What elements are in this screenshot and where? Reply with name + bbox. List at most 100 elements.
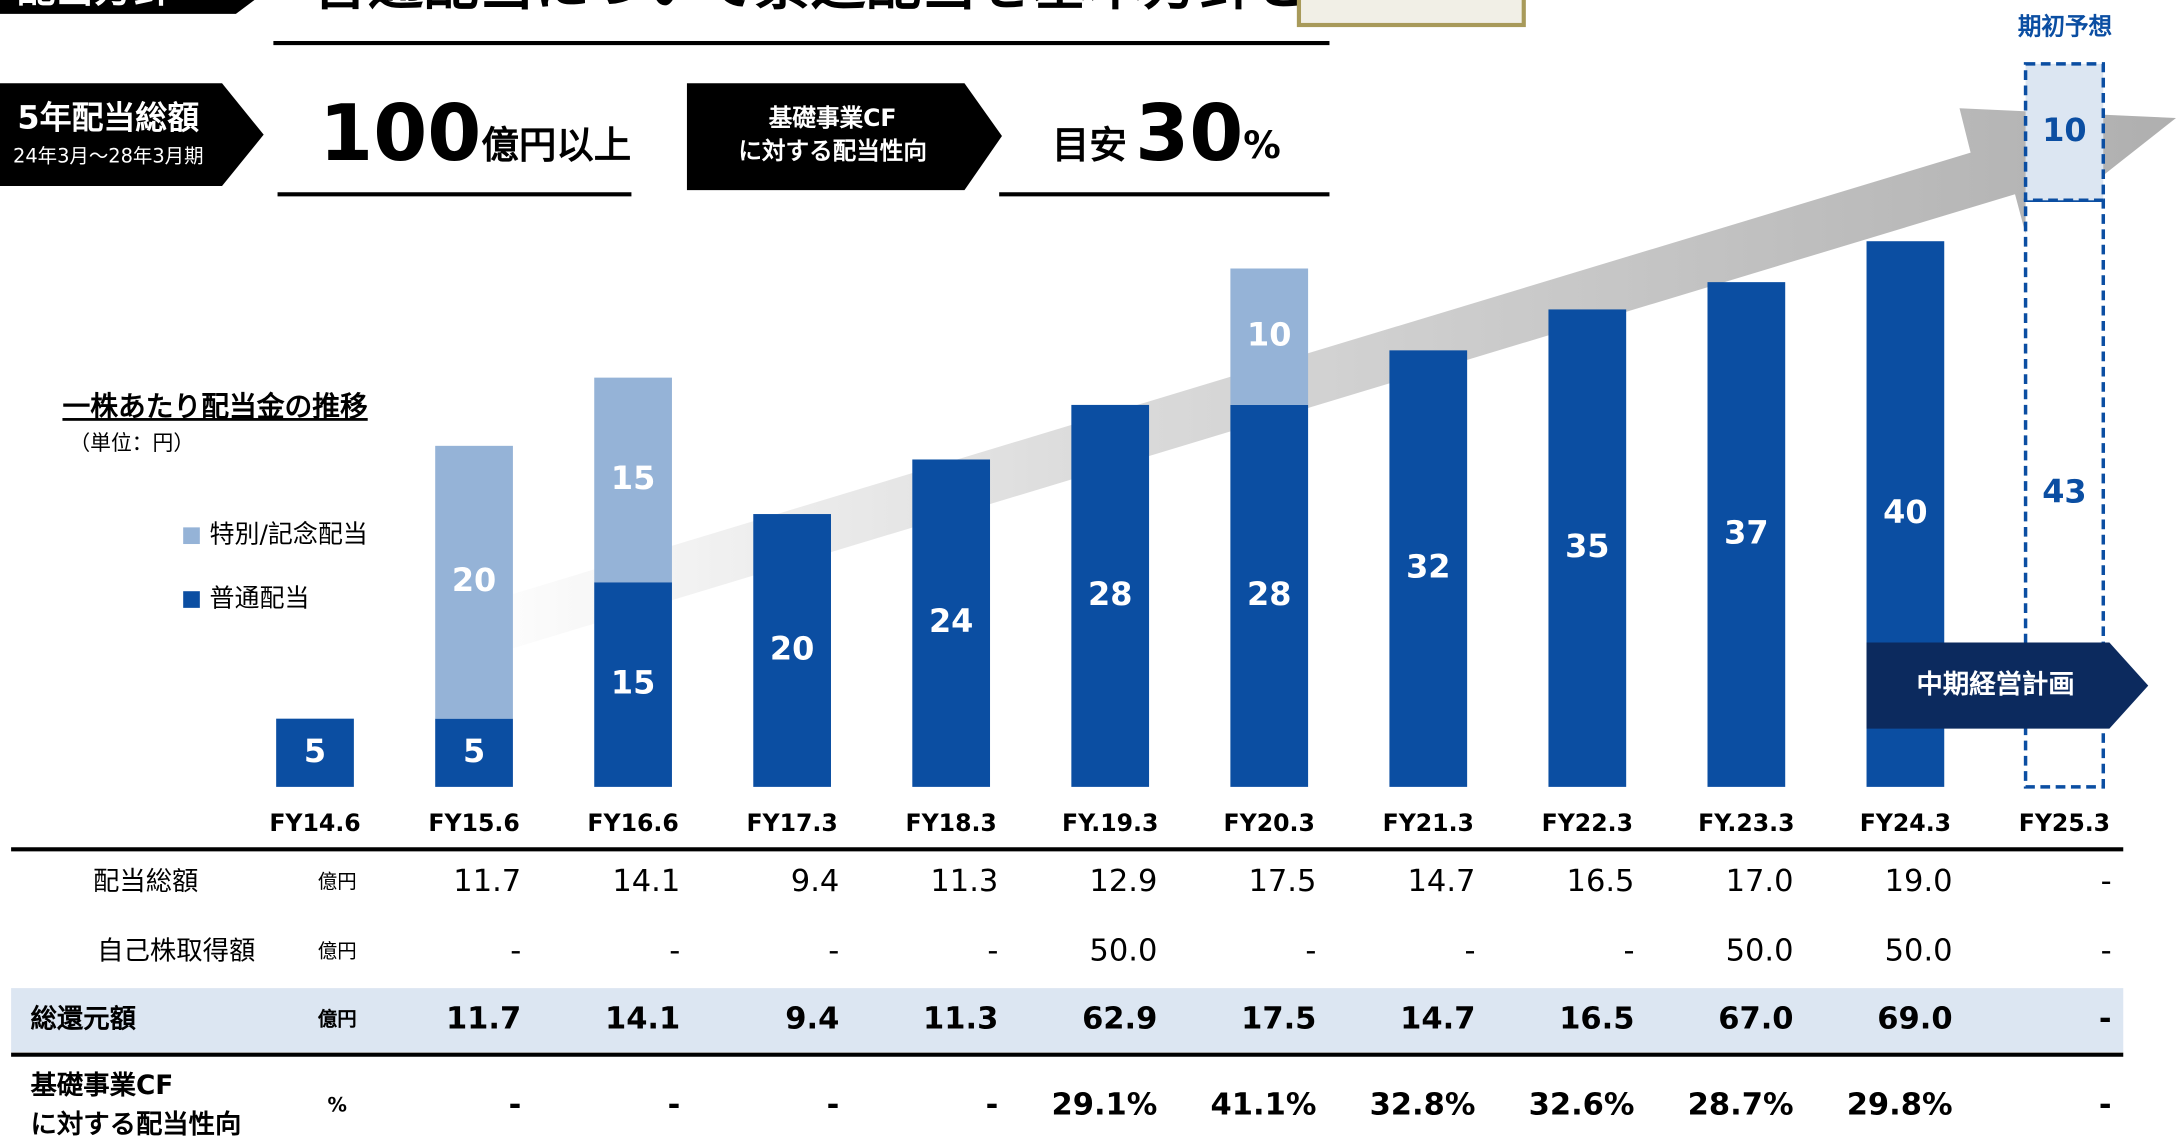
chart-subtitle: （単位：円） [69,431,194,455]
policy-title: 普通配当について累進配当を基本方針とする [312,0,1419,18]
payout-box [686,83,1002,191]
cell: 41.1% [1211,1088,1317,1123]
bar [435,718,513,787]
bar-label: 24 [929,602,973,640]
section-box [0,0,255,14]
plan-label: 中期経営計画 [1917,669,2075,700]
cell: 14.7 [1408,864,1476,899]
bar-label: 5 [304,732,326,770]
cell: - [2101,934,2112,969]
cell: 32.6% [1529,1088,1635,1123]
bar [1707,282,1786,787]
x-tick-label: FY.23.3 [1698,809,1794,837]
cell: - [2099,1002,2112,1037]
bar-label: 28 [1247,575,1291,613]
row-unit: 億円 [318,1008,357,1031]
total-unit: 億円以上 [481,123,631,167]
badge [1296,0,1526,28]
total-period: 24年3月～28年3月期 [13,144,204,167]
x-tick-label: FY21.3 [1383,809,1474,837]
bar [1548,309,1627,787]
bar [912,459,991,787]
x-tick-label: FY20.3 [1224,809,1315,837]
row-unit: % [327,1094,346,1117]
cell: 17.5 [1241,1002,1316,1037]
cell: - [2099,1088,2112,1123]
bar-label: 10 [1247,316,1291,354]
row-label: に対する配当性向 [31,1109,242,1140]
bar-label: 10 [2042,111,2086,149]
row-unit: 億円 [318,940,357,963]
cell: - [986,1088,999,1123]
cell: 11.3 [930,864,998,899]
total-label: 5年配当総額 [17,98,199,136]
trend-arrow [457,108,2176,653]
total-value: 100 [319,89,481,179]
payout-label: に対する配当性向 [738,137,927,165]
x-tick-label: FY.19.3 [1062,809,1158,837]
cell: 69.0 [1877,1002,1952,1037]
cell: - [2101,864,2112,899]
bar [594,582,672,787]
x-tick-label: FY22.3 [1542,809,1633,837]
payout-prefix: 目安 [1052,123,1127,167]
total-row-bg [11,988,2124,1052]
row-label: 総還元額 [31,1004,137,1035]
bars: 5 5 20 15 15 20 24 28 28 10 32 35 37 40 43 10 [276,62,2106,789]
plan-arrow [1866,642,2149,729]
cell: 19.0 [1885,864,1953,899]
bar [1071,404,1150,787]
cell: 14.1 [612,864,680,899]
x-tick-label: FY14.6 [269,809,360,837]
cell: - [827,1088,840,1123]
cell: - [987,934,998,969]
legend-swatch [183,591,200,608]
cell: 11.3 [923,1002,998,1037]
bar-label: 32 [1406,548,1450,586]
bar-label: 15 [611,664,655,702]
legend-label: 特別/記念配当 [210,520,368,549]
cell: 17.5 [1248,864,1316,899]
cell: 28.7% [1688,1088,1794,1123]
payout-label: 基礎事業CF [769,104,897,132]
bar [1389,350,1468,787]
section-title: 配当方針 [17,0,172,12]
bar-label: 15 [611,459,655,497]
cell: 11.7 [446,1002,521,1037]
bar-label: 20 [452,561,496,599]
cell: 67.0 [1718,1002,1793,1037]
payout-value-text: 目安 30% [1052,89,1281,179]
legend-label: 普通配当 [210,584,310,613]
cell: 50.0 [1885,934,1953,969]
cell: 32.8% [1370,1088,1476,1123]
bar [1230,268,1309,405]
bar-label: 35 [1565,527,1609,565]
cell: - [509,1088,522,1123]
forecast-label: 期初予想 [2018,12,2113,40]
x-tick-label: FY15.6 [428,809,519,837]
bar [753,514,831,787]
total-value-text: 100億円以上 [319,89,631,179]
cell: 62.9 [1082,1002,1157,1037]
x-tick-label: FY18.3 [905,809,996,837]
bar-label: 43 [2042,473,2086,511]
row-unit: 億円 [318,870,357,893]
x-tick-label: FY17.3 [746,809,837,837]
bar-label: 40 [1883,493,1927,531]
cell: - [668,1088,681,1123]
x-tick-label: FY24.3 [1860,809,1951,837]
payout-unit: % [1243,123,1281,167]
cell: 29.1% [1052,1088,1158,1123]
x-tick-label: FY16.6 [587,809,678,837]
cell: 12.9 [1089,864,1157,899]
bar [435,445,513,719]
row-label: 自己株取得額 [97,937,255,967]
total-box [0,83,264,186]
cell: - [510,934,521,969]
cell: - [1464,934,1475,969]
cell: 50.0 [1089,934,1157,969]
bar [594,377,672,583]
row-label: 配当総額 [93,867,198,897]
cell: 11.7 [453,864,521,899]
cell: - [1305,934,1316,969]
